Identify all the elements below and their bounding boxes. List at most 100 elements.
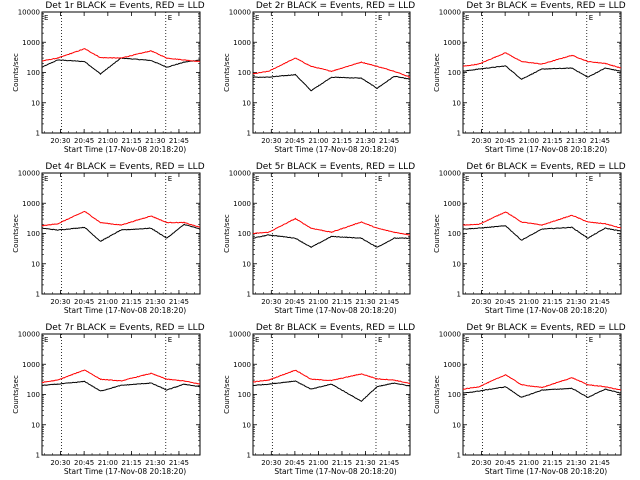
y-tick-label: 100 [27,230,40,238]
corner-mark: E [589,175,593,183]
x-tick-label: 21:30 [145,137,165,145]
x-axis-label: Start Time (17-Nov-08 20:18:20) [274,306,396,315]
x-tick-label: 21:30 [145,459,165,467]
x-tick-label: 21:15 [332,137,352,145]
events-line [41,380,201,392]
x-tick-label: 21:15 [121,137,141,145]
y-axis-label: Counts/sec [223,214,231,253]
x-tick-label: 21:30 [566,459,586,467]
panel-9: Det 9r BLACK = Events, RED = LLD E E 1 10 100… [433,323,626,476]
y-tick-label: 10000 [18,9,40,17]
corner-mark: E [44,175,48,183]
x-tick-label: 21:45 [590,459,610,467]
y-tick-label: 10 [452,421,461,429]
y-tick-label: 10000 [229,170,251,178]
corner-mark: E [255,336,259,344]
y-tick-label: 1000 [22,39,40,47]
events-line [252,380,411,402]
panel-title: Det 8r BLACK = Events, RED = LLD [256,323,415,333]
x-axis-label: Start Time (17-Nov-08 20:18:20) [274,467,396,476]
x-axis-label: Start Time (17-Nov-08 20:18:20) [485,145,607,154]
x-tick-label: 21:15 [121,459,141,467]
x-tick-label: 21:00 [98,459,118,467]
lld-line [462,211,622,229]
plot-frame [41,11,201,134]
x-tick-label: 21:00 [308,459,328,467]
corner-mark: E [255,14,259,22]
x-tick-label: 21:00 [308,137,328,145]
y-tick-label: 1000 [233,39,251,47]
x-tick-label: 21:30 [145,298,165,306]
panel-title: Det 6r BLACK = Events, RED = LLD [466,162,625,172]
y-axis-label: Counts/sec [433,214,441,253]
events-line [41,57,201,75]
y-tick-label: 10000 [229,331,251,339]
x-tick-label: 21:45 [379,459,399,467]
lld-line [41,369,201,385]
x-tick-label: 20:45 [495,298,515,306]
panel-6: Det 6r BLACK = Events, RED = LLD E E 1 10 100… [433,162,626,315]
x-axis-label: Start Time (17-Nov-08 20:18:20) [64,306,186,315]
lld-line [252,57,411,78]
x-tick-label: 20:45 [74,137,94,145]
lld-line [462,52,622,69]
x-tick-label: 20:30 [261,137,281,145]
y-tick-label: 1000 [443,361,461,369]
x-tick-label: 21:15 [121,298,141,306]
x-tick-label: 20:30 [471,298,491,306]
y-tick-label: 100 [27,391,40,399]
x-axis-label: Start Time (17-Nov-08 20:18:20) [485,306,607,315]
x-tick-label: 21:00 [98,137,118,145]
x-tick-label: 20:45 [285,137,305,145]
x-tick-label: 20:30 [50,137,70,145]
x-tick-label: 20:30 [471,137,491,145]
y-tick-label: 10000 [229,9,251,17]
x-tick-label: 20:45 [74,298,94,306]
x-tick-label: 20:30 [261,459,281,467]
corner-mark: E [255,175,259,183]
y-tick-label: 1000 [233,361,251,369]
y-tick-label: 100 [27,69,40,77]
corner-mark: E [168,175,172,183]
panel-2: Det 2r BLACK = Events, RED = LLD E E 1 10 100… [223,1,415,154]
events-line [462,386,622,399]
y-tick-label: 10 [242,99,251,107]
lld-line [41,48,201,63]
x-tick-label: 21:00 [308,298,328,306]
y-tick-label: 10 [31,99,40,107]
panel-8: Det 8r BLACK = Events, RED = LLD E E 1 10 100… [223,323,415,476]
y-tick-label: 1000 [233,200,251,208]
y-tick-label: 1 [247,452,251,460]
y-tick-label: 10000 [18,170,40,178]
y-axis-label: Counts/sec [12,375,20,414]
x-axis-label: Start Time (17-Nov-08 20:18:20) [485,467,607,476]
panel-1: Det 1r BLACK = Events, RED = LLD E E 1 10 100… [12,1,205,154]
x-tick-label: 20:30 [471,459,491,467]
x-tick-label: 21:15 [542,459,562,467]
corner-mark: E [378,336,382,344]
panel-title: Det 5r BLACK = Events, RED = LLD [256,162,415,172]
y-tick-label: 10 [452,99,461,107]
x-tick-label: 21:30 [355,298,375,306]
x-tick-label: 21:00 [519,459,539,467]
y-tick-label: 1 [457,130,461,138]
plot-frame [252,333,411,456]
x-tick-label: 21:15 [542,137,562,145]
x-axis-label: Start Time (17-Nov-08 20:18:20) [64,467,186,476]
x-tick-label: 21:30 [355,137,375,145]
lld-line [252,369,411,384]
y-tick-label: 10000 [439,331,461,339]
corner-mark: E [589,336,593,344]
x-tick-label: 20:45 [285,298,305,306]
y-tick-label: 100 [238,230,251,238]
y-tick-label: 100 [448,230,461,238]
events-line [462,225,622,241]
y-tick-label: 1 [247,130,251,138]
y-tick-label: 1 [457,291,461,299]
corner-mark: E [465,175,469,183]
y-axis-label: Counts/sec [12,214,20,253]
panel-title: Det 3r BLACK = Events, RED = LLD [466,1,625,11]
y-tick-label: 1000 [443,39,461,47]
x-tick-label: 21:15 [542,298,562,306]
events-line [462,65,622,80]
